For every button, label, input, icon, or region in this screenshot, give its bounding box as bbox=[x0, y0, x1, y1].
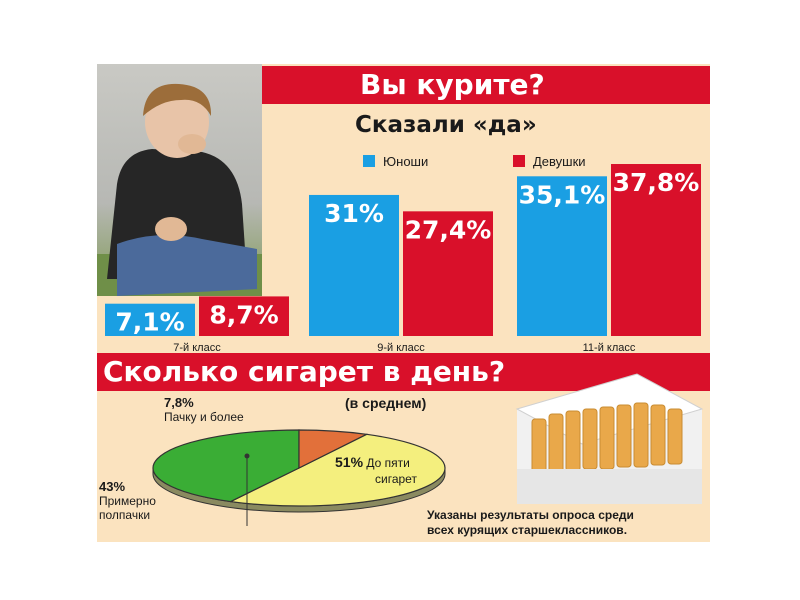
pie-label-five-line2: сигарет bbox=[375, 472, 417, 486]
bar-girls-1 bbox=[199, 296, 289, 336]
bar-label-boys-1: 7,1% bbox=[115, 308, 184, 337]
pie-label-five-line1: До пяти bbox=[366, 456, 410, 470]
bar-label-girls-2: 27,4% bbox=[405, 215, 492, 244]
title-banner: Вы курите? bbox=[262, 66, 710, 104]
survey-note-line2: всех курящих старшеклассников. bbox=[427, 523, 628, 537]
teenager-photo bbox=[97, 64, 262, 296]
survey-note-line1: Указаны результаты опроса среди bbox=[427, 508, 634, 522]
bar-boys-2 bbox=[309, 194, 399, 336]
pie-slice-pack bbox=[298, 429, 369, 469]
bar-label-boys-3: 35,1% bbox=[519, 180, 606, 209]
bar-label-girls-1: 8,7% bbox=[209, 300, 278, 329]
pie-label-five-percent: 51% bbox=[335, 454, 364, 470]
pie-label-pack-percent: 7,8% bbox=[164, 395, 194, 410]
cigarette-pack-photo bbox=[497, 369, 709, 509]
category-label-3: 11-й класс bbox=[583, 342, 636, 354]
legend-girls-label: Девушки bbox=[533, 154, 586, 169]
bar-label-girls-3: 37,8% bbox=[613, 168, 700, 197]
pie-label-half-line2: полпачки bbox=[99, 508, 151, 522]
legend-girls-swatch bbox=[513, 155, 525, 167]
pie-chart bbox=[152, 429, 446, 526]
bar-boys-3 bbox=[517, 176, 607, 336]
legend-boys-swatch bbox=[363, 155, 375, 167]
infographic-poster: Вы курите? Сказали «да» Юноши Девушки 7,… bbox=[97, 64, 710, 542]
bar-label-boys-2: 31% bbox=[324, 199, 384, 228]
bar-girls-2 bbox=[403, 211, 493, 336]
pie-label-pack-text: Пачку и более bbox=[164, 410, 244, 424]
pie-label-half-line1: Примерно bbox=[99, 494, 156, 508]
bar-boys-1 bbox=[105, 303, 195, 336]
legend-girls: Девушки bbox=[513, 154, 586, 169]
pie-chart-title: Сколько сигарет в день? bbox=[103, 355, 506, 388]
pie-chart-subtitle: (в среднем) bbox=[345, 395, 427, 411]
pie-label-half: 43% Примерно полпачки bbox=[99, 479, 156, 523]
category-label-2: 9-й класс bbox=[377, 342, 425, 354]
legend-boys-label: Юноши bbox=[383, 154, 429, 169]
pie-slice-half bbox=[152, 429, 300, 503]
pie-label-pack: 7,8% Пачку и более bbox=[164, 395, 244, 425]
legend-boys: Юноши bbox=[363, 154, 428, 169]
pie-leader-half-dot bbox=[244, 453, 250, 459]
pie-slice-five bbox=[228, 433, 446, 507]
survey-note: Указаны результаты опроса среди всех кур… bbox=[427, 508, 707, 538]
chart-title: Вы курите? bbox=[360, 68, 545, 101]
chart-subtitle: Сказали «да» bbox=[355, 112, 537, 138]
category-label-1: 7-й класс bbox=[173, 342, 221, 354]
pie-label-half-percent: 43% bbox=[99, 479, 126, 494]
pie-label-five: 51% До пяти сигарет bbox=[335, 454, 417, 487]
bar-girls-3 bbox=[611, 164, 701, 336]
bar-chart: 7,1% 8,7% 7-й класс 31% 27,4% 9-й класс 35,1% 3… bbox=[105, 164, 701, 354]
